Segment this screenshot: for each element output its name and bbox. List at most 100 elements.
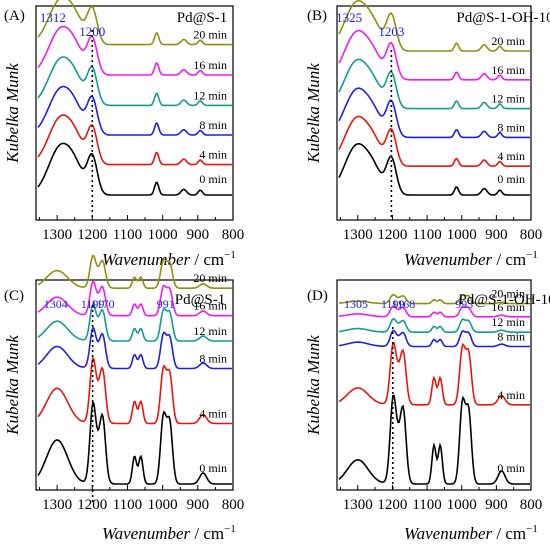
series-label: 8 min bbox=[199, 352, 227, 366]
peak-label: 1203 bbox=[378, 24, 404, 39]
spectrum-line bbox=[338, 329, 530, 348]
peak-label: 1199 bbox=[381, 297, 405, 311]
series-label: 8 min bbox=[497, 120, 525, 134]
peak-label: 991 bbox=[157, 297, 175, 311]
x-axis-label-main: Wavenumber bbox=[102, 250, 191, 269]
x-axis-label-main: Wavenumber bbox=[404, 524, 493, 543]
x-tick-label: 900 bbox=[187, 227, 210, 243]
peak-label: 1305 bbox=[344, 297, 368, 311]
series-label: 0 min bbox=[199, 461, 227, 475]
series-label: 16 min bbox=[193, 299, 227, 313]
peak-label: 1304 bbox=[44, 297, 68, 311]
y-axis-label: Kubelka Munk bbox=[3, 335, 22, 436]
plot-frame bbox=[336, 279, 532, 491]
series-label: 20 min bbox=[491, 287, 525, 301]
x-tick-label: 1200 bbox=[77, 497, 107, 513]
x-axis-label: Wavenumber / cm−1 bbox=[102, 249, 236, 269]
x-tick-label: 800 bbox=[520, 227, 543, 243]
chart-panel-2: 1300 1200 1100 1000 900 800 0 min 4 min 8 min 12 … bbox=[304, 0, 550, 269]
spectrum-line bbox=[37, 254, 232, 289]
series-label: 0 min bbox=[199, 172, 227, 186]
peak-label: 1170 bbox=[91, 297, 115, 311]
chart-title: Pd@S-1-OH-10 bbox=[458, 292, 550, 308]
spectrum-line bbox=[37, 399, 232, 485]
spectrum-line bbox=[338, 342, 530, 406]
panel-label: (C) bbox=[4, 288, 24, 304]
spectrum-line bbox=[37, 114, 232, 166]
series-label: 8 min bbox=[199, 118, 227, 132]
x-tick-label: 1100 bbox=[412, 497, 441, 513]
spectrum-line bbox=[338, 29, 530, 81]
spectrum-line bbox=[37, 142, 232, 196]
x-tick-label: 1300 bbox=[42, 497, 72, 513]
x-axis-label-unit: / cm bbox=[492, 524, 526, 543]
x-tick-label: 1000 bbox=[447, 497, 477, 513]
spectrum-line bbox=[338, 143, 530, 196]
x-axis-label-main: Wavenumber bbox=[404, 250, 493, 269]
chart-panel-3: 1300 1200 1100 1000 900 800 0 min 4 min 8 min 12 … bbox=[3, 254, 245, 543]
plot-frame bbox=[35, 5, 234, 221]
x-tick-label: 1100 bbox=[113, 227, 142, 243]
spectrum-line bbox=[338, 0, 530, 52]
panel-label: (A) bbox=[4, 8, 25, 24]
y-axis-label: Kubelka Munk bbox=[3, 63, 22, 164]
x-tick-label: 1000 bbox=[148, 497, 178, 513]
x-tick-label: 900 bbox=[187, 497, 210, 513]
spectrum-line bbox=[338, 294, 530, 305]
spectrum-line bbox=[338, 305, 530, 318]
spectrum-line bbox=[338, 115, 530, 167]
series-label: 4 min bbox=[497, 149, 525, 163]
spectrum-line bbox=[37, 355, 232, 425]
x-tick-label: 1300 bbox=[343, 227, 373, 243]
series-label: 12 min bbox=[193, 324, 227, 338]
spectrum-line bbox=[338, 394, 530, 485]
plot-frame bbox=[35, 279, 234, 491]
x-tick-label: 800 bbox=[222, 227, 245, 243]
peak-label: 1199 bbox=[81, 297, 105, 311]
x-axis-label-unit: / cm bbox=[492, 250, 526, 269]
spectrum-line bbox=[37, 56, 232, 107]
series-label: 12 min bbox=[491, 315, 525, 329]
spectrum-line bbox=[37, 280, 232, 317]
y-axis-label: Kubelka Munk bbox=[304, 63, 323, 164]
x-tick-label: 1300 bbox=[42, 227, 72, 243]
x-tick-label: 800 bbox=[520, 497, 543, 513]
series-label: 20 min bbox=[491, 34, 525, 48]
x-axis-label-exponent: −1 bbox=[526, 249, 538, 261]
x-tick-label: 1000 bbox=[447, 227, 477, 243]
x-axis-label: Wavenumber / cm−1 bbox=[404, 523, 538, 543]
spectrum-line bbox=[338, 318, 530, 333]
x-axis-label-exponent: −1 bbox=[224, 249, 236, 261]
spectrum-line bbox=[37, 25, 232, 76]
series-label: 16 min bbox=[193, 58, 227, 72]
x-axis-label-main: Wavenumber bbox=[102, 524, 191, 543]
peak-label: 993 bbox=[455, 297, 473, 311]
x-axis-label-unit: / cm bbox=[190, 524, 224, 543]
series-label: 0 min bbox=[497, 461, 525, 475]
chart-panel-1: 1300 1200 1100 1000 900 800 0 min 4 min 8 min 12 … bbox=[3, 0, 244, 269]
x-axis-label-exponent: −1 bbox=[224, 523, 236, 535]
panel-label: (D) bbox=[307, 288, 328, 304]
x-axis-label: Wavenumber / cm−1 bbox=[102, 523, 236, 543]
peak-label: 1312 bbox=[40, 10, 66, 25]
series-label: 16 min bbox=[491, 63, 525, 77]
x-tick-label: 800 bbox=[222, 497, 245, 513]
x-axis-label-exponent: −1 bbox=[526, 523, 538, 535]
panel-label: (B) bbox=[307, 8, 327, 24]
y-axis-label: Kubelka Munk bbox=[304, 335, 323, 436]
x-tick-label: 1100 bbox=[412, 227, 441, 243]
x-tick-label: 1100 bbox=[113, 497, 142, 513]
x-axis-label: Wavenumber / cm−1 bbox=[404, 249, 538, 269]
spectrum-line bbox=[37, 302, 232, 342]
series-label: 4 min bbox=[199, 148, 227, 162]
x-tick-label: 900 bbox=[485, 497, 508, 513]
series-label: 4 min bbox=[199, 407, 227, 421]
x-tick-label: 1200 bbox=[377, 497, 407, 513]
spectrum-line bbox=[37, 326, 232, 370]
x-tick-label: 1300 bbox=[343, 497, 373, 513]
x-tick-label: 1000 bbox=[148, 227, 178, 243]
series-label: 20 min bbox=[193, 28, 227, 42]
spectrum-line bbox=[37, 0, 232, 46]
